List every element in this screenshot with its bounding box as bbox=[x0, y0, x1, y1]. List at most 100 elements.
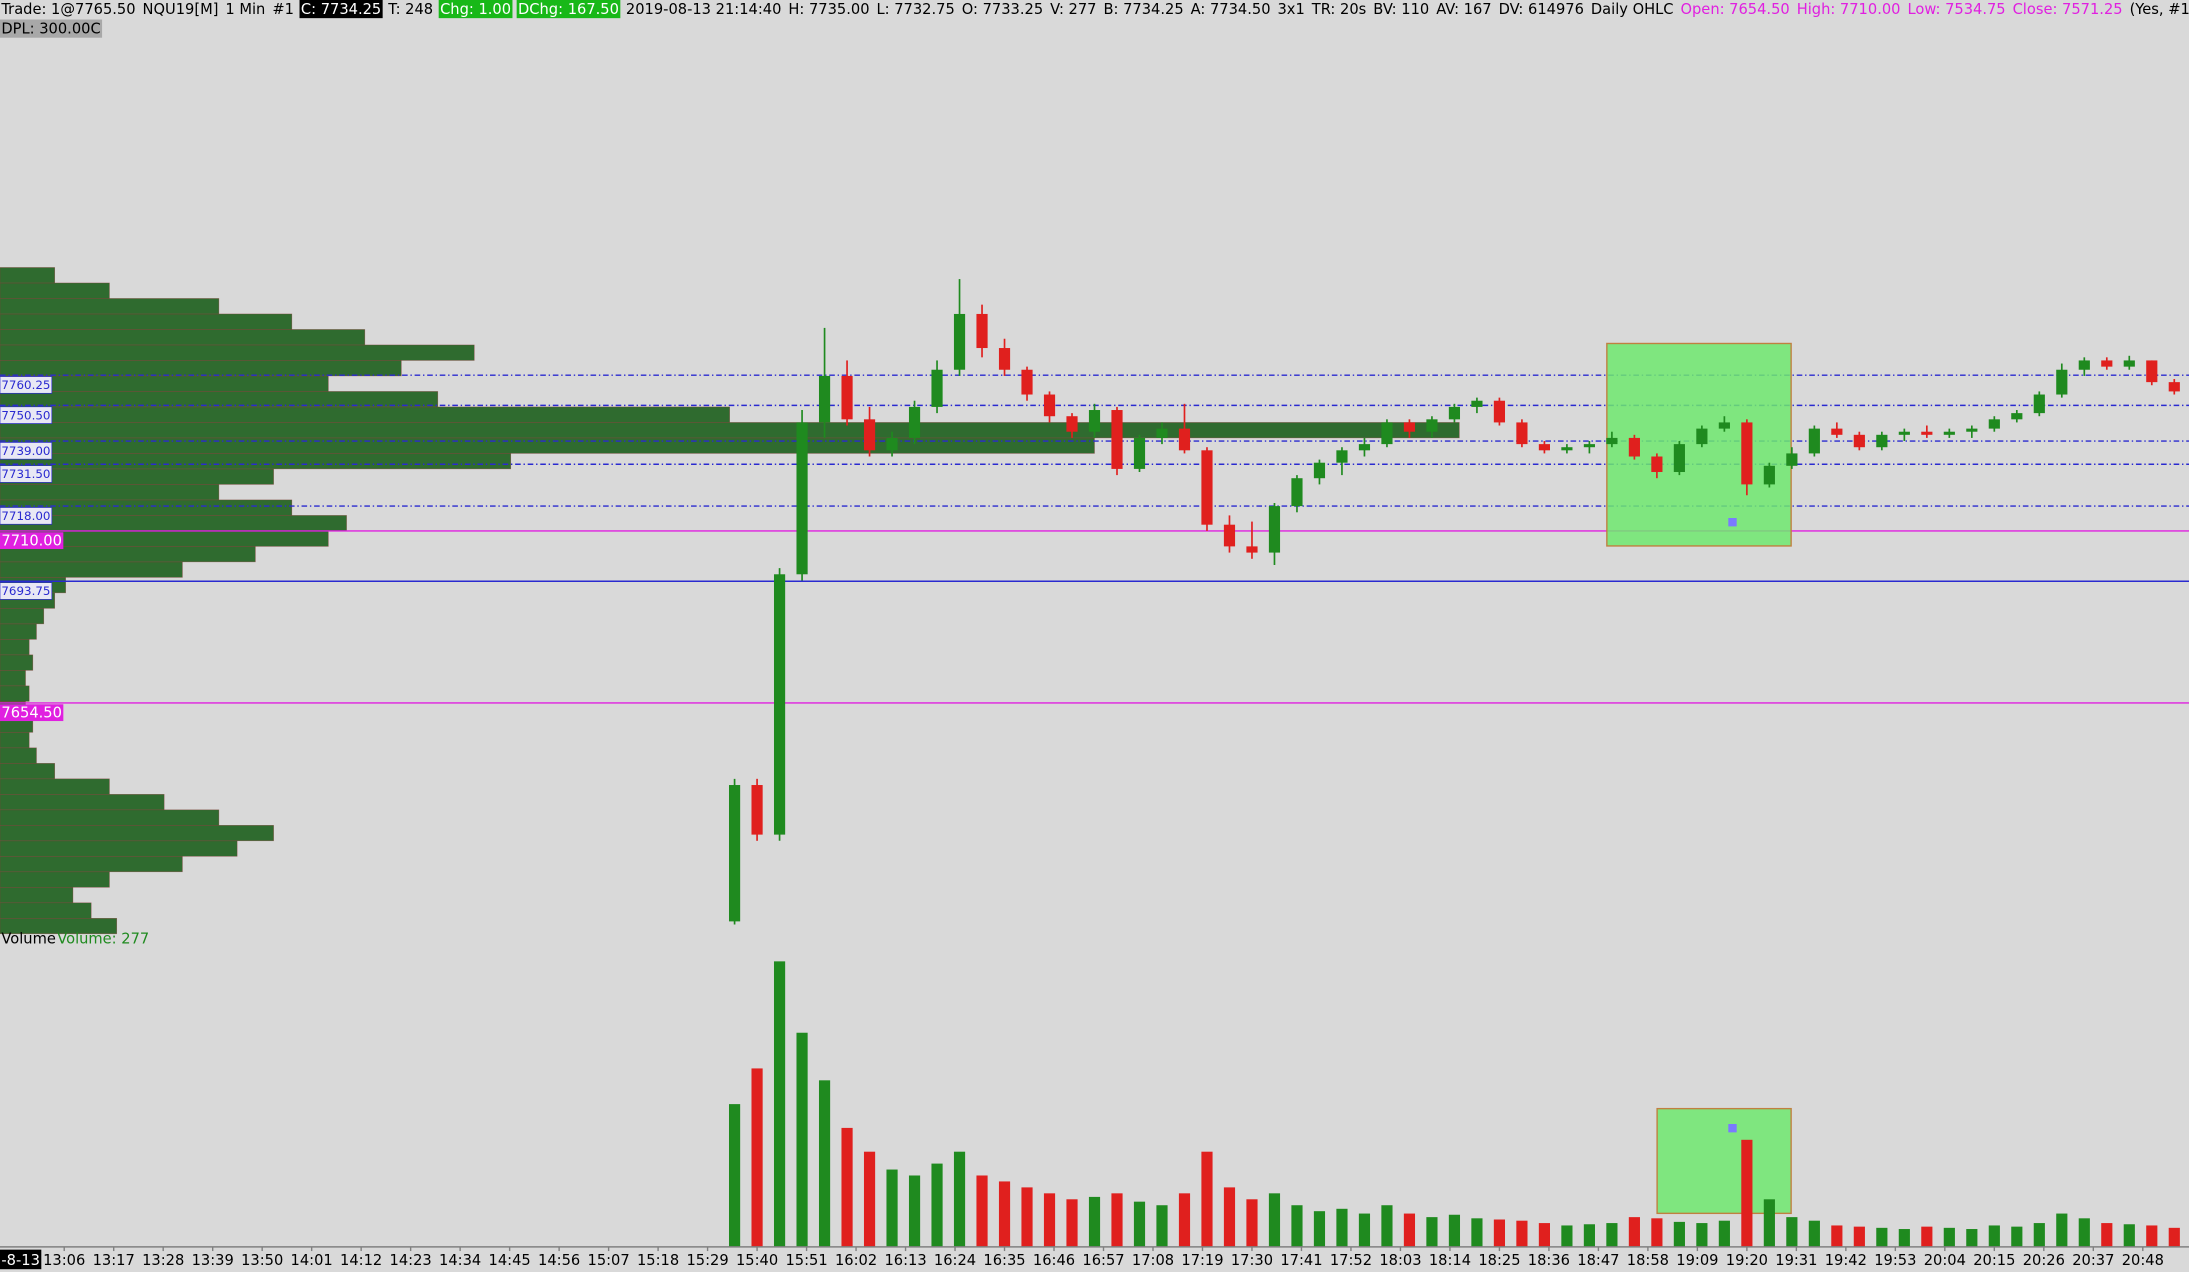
candle-body bbox=[863, 419, 876, 451]
profile-bar bbox=[0, 267, 56, 284]
volume-bar bbox=[1808, 1220, 1820, 1247]
profile-bar bbox=[0, 840, 238, 857]
volume-bar bbox=[1763, 1199, 1775, 1247]
candle-body bbox=[1561, 447, 1573, 451]
candle-body bbox=[1921, 431, 1933, 435]
volume-bar bbox=[1898, 1229, 1910, 1247]
header-item: V: 277 bbox=[1050, 1, 1096, 18]
header-item: 2019-08-13 21:14:40 bbox=[626, 1, 781, 18]
header-item: TR: 20s bbox=[1311, 1, 1367, 18]
time-label: 19:09 bbox=[1676, 1252, 1718, 1269]
profile-bar bbox=[0, 313, 293, 330]
candle-body bbox=[1876, 434, 1888, 448]
level-label: 7693.75 bbox=[1, 584, 50, 598]
volume-bar bbox=[2123, 1224, 2135, 1247]
volume-bar bbox=[1133, 1201, 1146, 1247]
level-tag bbox=[0, 507, 53, 525]
candle-body bbox=[1426, 419, 1438, 432]
level-tag bbox=[0, 582, 53, 600]
candle-body bbox=[2146, 360, 2158, 383]
time-label: 18:14 bbox=[1429, 1252, 1471, 1269]
profile-bar bbox=[0, 298, 220, 315]
candle-body bbox=[728, 785, 741, 922]
level-label: 7718.00 bbox=[1, 509, 50, 523]
date-label: -8-13 bbox=[1, 1252, 40, 1269]
volume-bar bbox=[1561, 1225, 1573, 1247]
candle-body bbox=[1156, 428, 1168, 438]
volume-bar bbox=[728, 1104, 741, 1247]
volume-bar bbox=[1201, 1151, 1213, 1247]
candle-body bbox=[1628, 437, 1640, 457]
candle-body bbox=[1403, 422, 1416, 432]
candle-body bbox=[2056, 369, 2068, 395]
profile-bar bbox=[0, 282, 110, 299]
candle-body bbox=[1516, 422, 1528, 445]
profile-bar bbox=[0, 654, 34, 671]
volume-bar bbox=[1943, 1227, 1955, 1247]
level-label: 7654.50 bbox=[1, 704, 62, 721]
candle-body bbox=[1291, 478, 1303, 507]
time-label: 20:37 bbox=[2072, 1252, 2114, 1269]
candle-body bbox=[841, 375, 853, 420]
time-label: 14:34 bbox=[439, 1252, 481, 1269]
profile-bar bbox=[0, 639, 30, 656]
header-item: T: 248 bbox=[387, 1, 433, 18]
header-badge bbox=[0, 19, 103, 38]
candle-body bbox=[1043, 394, 1056, 417]
volume-profile bbox=[0, 267, 1460, 935]
level-tag bbox=[0, 704, 64, 722]
marker bbox=[1728, 518, 1737, 527]
time-label: 14:12 bbox=[340, 1252, 382, 1269]
header-item: AV: 167 bbox=[1436, 1, 1491, 18]
candle-body bbox=[1831, 428, 1843, 435]
profile-bar bbox=[0, 360, 402, 377]
volume-bar bbox=[1426, 1217, 1438, 1247]
volume-bar bbox=[1043, 1193, 1056, 1247]
candle-body bbox=[1763, 465, 1775, 485]
time-label: 20:04 bbox=[1924, 1252, 1966, 1269]
candle-body bbox=[1493, 400, 1506, 423]
profile-bar bbox=[0, 329, 366, 346]
profile-bar bbox=[0, 887, 74, 904]
candle-body bbox=[1313, 462, 1326, 479]
header-item: H: 7735.00 bbox=[788, 1, 869, 18]
candle-body bbox=[1606, 437, 1618, 445]
profile-bar bbox=[0, 856, 183, 873]
candle-body bbox=[1448, 406, 1461, 420]
time-label: 17:30 bbox=[1231, 1252, 1273, 1269]
header-item: C: 7734.25 bbox=[301, 1, 381, 18]
header-item: Open: 7654.50 bbox=[1680, 1, 1789, 18]
header-item: DV: 614976 bbox=[1499, 1, 1584, 18]
volume-bar bbox=[1831, 1225, 1843, 1247]
level-label: 7750.50 bbox=[1, 408, 50, 422]
header-badge bbox=[299, 0, 383, 19]
candle-body bbox=[2011, 413, 2023, 420]
time-label: 15:29 bbox=[686, 1252, 728, 1269]
candle-body bbox=[953, 313, 966, 370]
candle-body bbox=[2078, 360, 2090, 370]
profile-bar bbox=[0, 871, 110, 888]
time-label: 17:52 bbox=[1330, 1252, 1372, 1269]
volume-bar bbox=[1358, 1213, 1371, 1247]
time-label: 14:56 bbox=[538, 1252, 580, 1269]
profile-bar bbox=[0, 406, 730, 423]
volume-bar bbox=[1718, 1220, 1730, 1247]
candle-body bbox=[1988, 419, 2000, 429]
candle-body bbox=[751, 785, 763, 835]
header-badge bbox=[516, 0, 621, 19]
header-item: O: 7733.25 bbox=[962, 1, 1043, 18]
volume-bar bbox=[953, 1151, 966, 1247]
time-label: 17:08 bbox=[1132, 1252, 1174, 1269]
level-tag bbox=[0, 442, 53, 460]
profile-bar bbox=[0, 623, 37, 640]
candle-body bbox=[1651, 456, 1663, 473]
time-label: 20:26 bbox=[2023, 1252, 2065, 1269]
volume-title: Volume bbox=[1, 931, 55, 948]
candle-body bbox=[1943, 431, 1955, 435]
candle-body bbox=[1786, 453, 1798, 466]
highlight-box bbox=[1656, 1107, 1792, 1215]
header-item: 3x1 bbox=[1278, 1, 1305, 18]
candle-body bbox=[976, 313, 988, 349]
